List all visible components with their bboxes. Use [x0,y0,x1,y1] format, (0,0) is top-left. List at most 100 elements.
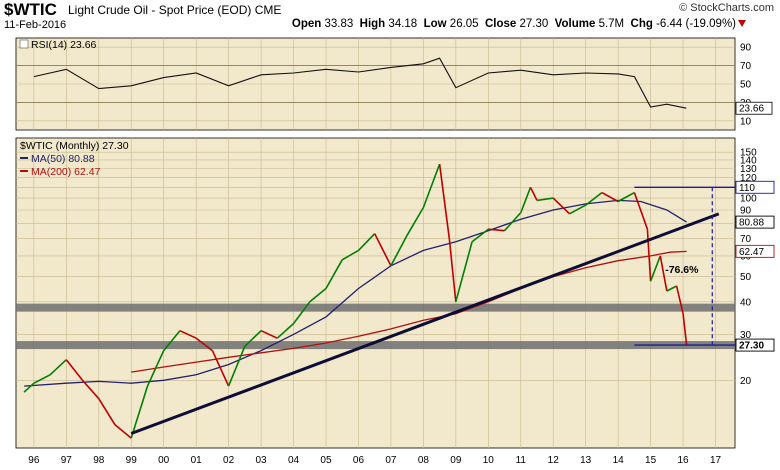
price-axis-value-box [735,215,775,229]
price-y-tick-label: 20 [740,376,752,387]
x-tick-label: 05 [320,455,332,466]
price-segment-down [114,424,132,439]
rsi-legend-swatch [19,39,29,49]
instrument-name: Light Crude Oil - Spot Price (EOD) CME [68,3,281,17]
change-label: Chg [630,18,653,30]
support-resistance-band [16,341,735,350]
price-segment-down [448,238,457,302]
rsi-legend-label: RSI(14) 23.66 [31,39,97,51]
price-segment-up [33,374,51,384]
x-tick-label: 17 [710,455,722,466]
x-tick-label: 02 [223,455,235,466]
x-tick-label: 14 [613,455,625,466]
x-tick-label: 08 [418,455,430,466]
instrument-name-text: Light Crude Oil - Spot Price (EOD) [68,3,252,17]
price-segment-down [682,313,688,346]
price-segment-down [260,329,278,339]
volume-value: 5.7M [598,18,625,30]
close-value: 27.30 [519,18,549,30]
price-segment-down [646,229,652,282]
price-segment-up [666,285,677,292]
price-segment-down [675,285,684,314]
change-value: -6.44 (-19.09%) [656,18,736,30]
price-y-tick-label: 90 [740,206,752,217]
rsi-line [33,57,687,109]
price-y-tick-label: 40 [740,297,752,308]
ma50-legend-label: MA(50) 80.88 [31,153,95,165]
price-segment-down [601,191,619,203]
x-tick-label: 01 [191,455,203,466]
price-axis-value-label: 27.30 [739,341,764,352]
high-value: 34.18 [388,18,418,30]
price-y-tick-label: 100 [740,194,757,205]
price-y-tick-label: 30 [740,330,752,341]
price-segment-up [309,287,327,303]
price-segment-up [585,191,603,206]
rsi-last-value-label: 23.66 [739,104,764,115]
change-down-arrow-icon [738,20,746,27]
price-axis-value-box [735,338,775,352]
price-segment-up [617,191,635,203]
price-segment-up [130,385,149,439]
price-segment-up [536,197,554,202]
price-segment-up [292,301,311,325]
price-segment-down [373,233,392,267]
price-panel-background [15,137,736,449]
open-value: 33.83 [324,18,354,30]
price-legend-title: $WTIC (Monthly) 27.30 [20,140,129,152]
low-value: 26.05 [449,18,479,30]
quote-date: 11-Feb-2016 [4,19,67,31]
price-segment-down [211,350,230,387]
price-segment-up [471,228,489,243]
price-segment-up [163,330,181,352]
quote-summary: Open 33.83 High 34.18 Low 26.05 Close 27… [292,18,736,30]
price-segment-down [98,398,116,426]
x-tick-label: 15 [645,455,657,466]
price-axis-value-label: 80.88 [739,218,764,229]
rsi-last-value-box [735,101,773,115]
decline-percent-label: -76.6% [665,264,699,276]
price-segment-up [341,249,359,261]
rsi-y-tick-label: 90 [740,43,752,54]
price-segment-down [195,337,213,352]
price-segment-down [633,192,649,230]
x-tick-label: 09 [450,455,462,466]
price-segment-down [179,329,197,339]
price-segment-up [503,212,522,232]
price-axis-value-box [735,180,775,194]
price-axis-value-box [735,244,775,258]
price-segment-up [390,234,408,267]
price-segment-down [81,379,100,400]
x-tick-label: 97 [61,455,73,466]
x-tick-label: 10 [483,455,495,466]
price-segment-up [244,330,262,347]
price-segment-up [146,350,165,387]
price-y-tick-label: 120 [740,173,757,184]
price-y-tick-label: 140 [740,155,757,166]
price-segment-up [227,345,246,387]
price-segment-down [438,163,451,239]
price-axis-value-label: 62.47 [739,247,764,258]
price-segment-down [529,186,538,201]
price-segment-up [49,359,67,376]
rsi-y-tick-label: 50 [740,80,752,91]
price-y-tick-label: 70 [740,234,752,245]
exchange-label: CME [254,3,282,17]
price-y-tick-label: 50 [740,272,752,283]
x-tick-label: 07 [385,455,397,466]
price-y-tick-label: 150 [740,148,757,159]
x-tick-label: 16 [678,455,690,466]
x-tick-label: 06 [353,455,365,466]
x-tick-label: 04 [288,455,300,466]
high-label: High [359,18,386,30]
close-label: Close [484,18,517,30]
x-tick-label: 11 [516,455,527,466]
x-tick-label: 99 [126,455,138,466]
price-segment-up [520,187,532,213]
price-segment-up [325,259,343,289]
volume-label: Volume [554,18,596,30]
price-segment-down [488,228,505,232]
low-label: Low [423,18,447,30]
x-tick-label: 12 [548,455,560,466]
ma50-line [24,199,687,387]
